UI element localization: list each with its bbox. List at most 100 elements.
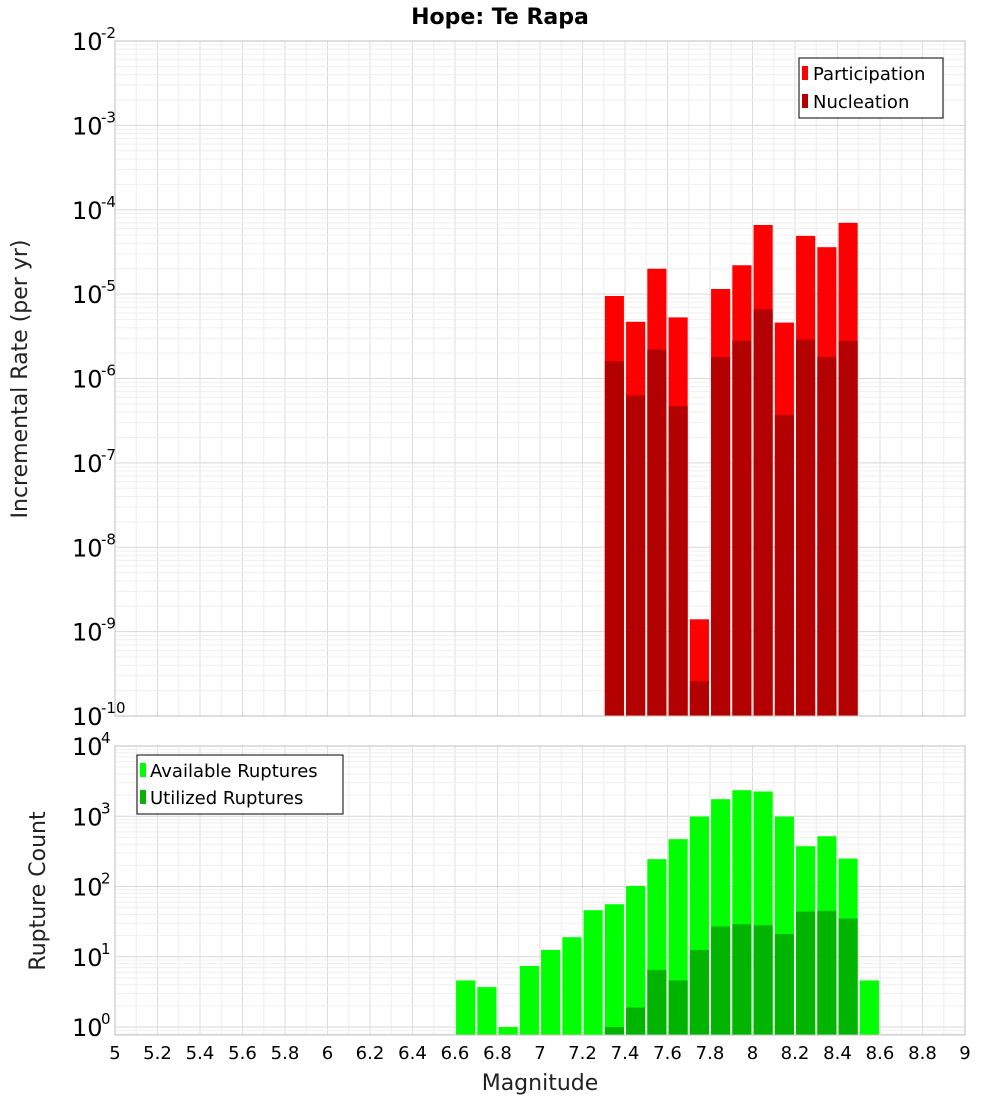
y-tick-label: 10 xyxy=(72,281,103,309)
top-bar-nucleation xyxy=(796,339,816,716)
bottom-bars xyxy=(456,790,879,1035)
y-tick-label: 10 xyxy=(72,534,103,562)
bottom-bar-available-ruptures xyxy=(626,885,646,1035)
x-tick-label: 6.4 xyxy=(398,1043,427,1064)
y-tick-exponent: 3 xyxy=(101,799,111,817)
x-tick-label: 6.2 xyxy=(356,1043,385,1064)
y-tick-exponent: -5 xyxy=(101,277,116,295)
top-bar-nucleation xyxy=(817,356,837,716)
y-tick-exponent: -9 xyxy=(101,615,116,633)
x-tick-label: 5.8 xyxy=(271,1043,300,1064)
y-tick-label: 10 xyxy=(72,703,103,731)
y-tick-label: 10 xyxy=(72,944,103,972)
top-grid xyxy=(114,40,966,717)
x-axis-label: Magnitude xyxy=(482,1071,599,1096)
bottom-bar-available-ruptures xyxy=(859,980,879,1035)
y-tick-label: 10 xyxy=(72,733,103,761)
y-tick-label: 10 xyxy=(72,619,103,647)
bottom-legend-box xyxy=(136,754,344,815)
legend-label-available: Available Ruptures xyxy=(150,761,318,782)
top-bars xyxy=(604,222,858,716)
legend-label-participation: Participation xyxy=(813,64,925,85)
y-tick-exponent: 0 xyxy=(101,1010,111,1028)
legend-swatch-participation xyxy=(802,66,808,80)
legend-label-utilized: Utilized Ruptures xyxy=(150,788,303,809)
bottom-bar-utilized-ruptures xyxy=(668,980,688,1035)
legend-label-nucleation: Nucleation xyxy=(813,92,909,113)
top-bar-nucleation xyxy=(668,406,688,716)
top-legend: Participation Nucleation xyxy=(798,57,944,119)
x-tick-label: 8.8 xyxy=(908,1043,937,1064)
bottom-bar-available-ruptures xyxy=(562,937,582,1035)
x-tick-label: 6.6 xyxy=(441,1043,470,1064)
bottom-plot-border xyxy=(114,745,966,1036)
y-tick-exponent: -7 xyxy=(101,446,116,464)
top-bar-nucleation xyxy=(753,309,773,716)
bottom-y-axis-label: Rupture Count xyxy=(26,811,51,971)
bottom-bar-utilized-ruptures xyxy=(647,969,667,1035)
x-tick-label: 7.2 xyxy=(568,1043,597,1064)
top-bar-nucleation xyxy=(711,356,731,716)
x-tick-label: 5.4 xyxy=(186,1043,215,1064)
bottom-bar-available-ruptures xyxy=(604,904,624,1035)
top-bar-nucleation xyxy=(647,349,667,716)
y-tick-label: 10 xyxy=(72,450,103,478)
bottom-bar-utilized-ruptures xyxy=(626,1007,646,1035)
top-plot-border xyxy=(114,40,966,717)
bottom-bar-utilized-ruptures xyxy=(753,925,773,1035)
x-tick-label: 7.6 xyxy=(653,1043,682,1064)
x-tick-label: 5.6 xyxy=(228,1043,257,1064)
top-bar-nucleation xyxy=(689,680,709,716)
x-tick-label: 6.8 xyxy=(483,1043,512,1064)
top-bar-nucleation xyxy=(626,395,646,716)
bottom-bar-utilized-ruptures xyxy=(817,910,837,1035)
bottom-bar-utilized-ruptures xyxy=(796,911,816,1035)
bottom-bar-available-ruptures xyxy=(477,987,497,1035)
y-tick-exponent: -6 xyxy=(101,362,116,380)
x-tick-label: 8.6 xyxy=(866,1043,895,1064)
y-tick-exponent: 1 xyxy=(101,940,111,958)
x-tick-label: 5.2 xyxy=(143,1043,172,1064)
bottom-bar-utilized-ruptures xyxy=(604,1027,624,1035)
bottom-bar-utilized-ruptures xyxy=(774,934,794,1035)
bottom-bar-utilized-ruptures xyxy=(732,924,752,1035)
top-bar-nucleation xyxy=(838,340,858,716)
bottom-bar-available-ruptures xyxy=(519,965,539,1035)
y-tick-exponent: -2 xyxy=(101,24,116,42)
bottom-bar-utilized-ruptures xyxy=(689,949,709,1035)
y-tick-exponent: -8 xyxy=(101,530,116,548)
bottom-legend: Available Ruptures Utilized Ruptures xyxy=(136,754,344,815)
x-tick-label: 7 xyxy=(534,1043,545,1064)
top-y-axis-label: Incremental Rate (per yr) xyxy=(8,240,33,519)
y-tick-label: 10 xyxy=(72,1014,103,1042)
y-tick-exponent: 4 xyxy=(101,729,111,747)
bottom-bar-available-ruptures xyxy=(583,910,603,1035)
bottom-bar-utilized-ruptures xyxy=(838,918,858,1035)
y-tick-label: 10 xyxy=(72,874,103,902)
chart-title: Hope: Te Rapa xyxy=(411,5,589,30)
x-tick-label: 5 xyxy=(109,1043,120,1064)
y-tick-exponent: -4 xyxy=(101,193,116,211)
y-tick-label: 10 xyxy=(72,803,103,831)
top-legend-box xyxy=(798,57,944,119)
bottom-bar-available-ruptures xyxy=(498,1027,518,1035)
bottom-bar-utilized-ruptures xyxy=(711,926,731,1035)
legend-swatch-nucleation xyxy=(802,94,808,108)
x-tick-label: 7.4 xyxy=(611,1043,640,1064)
top-bar-nucleation xyxy=(604,361,624,716)
y-tick-label: 10 xyxy=(72,366,103,394)
x-tick-label: 8 xyxy=(747,1043,758,1064)
y-tick-label: 10 xyxy=(72,112,103,140)
y-tick-exponent: -10 xyxy=(101,699,126,717)
x-ticks: 5 5.2 5.4 5.6 5.8 6 6.2 6.4 6.6 6.8 7 7.2 7.4 7.6 7.8 8… xyxy=(109,1043,970,1064)
x-tick-label: 6 xyxy=(322,1043,333,1064)
x-tick-label: 9 xyxy=(959,1043,970,1064)
bottom-bar-available-ruptures xyxy=(541,949,561,1035)
y-tick-exponent: 2 xyxy=(101,870,111,888)
x-tick-label: 7.8 xyxy=(696,1043,725,1064)
legend-swatch-available xyxy=(140,763,146,777)
bottom-bar-available-ruptures xyxy=(456,980,476,1035)
